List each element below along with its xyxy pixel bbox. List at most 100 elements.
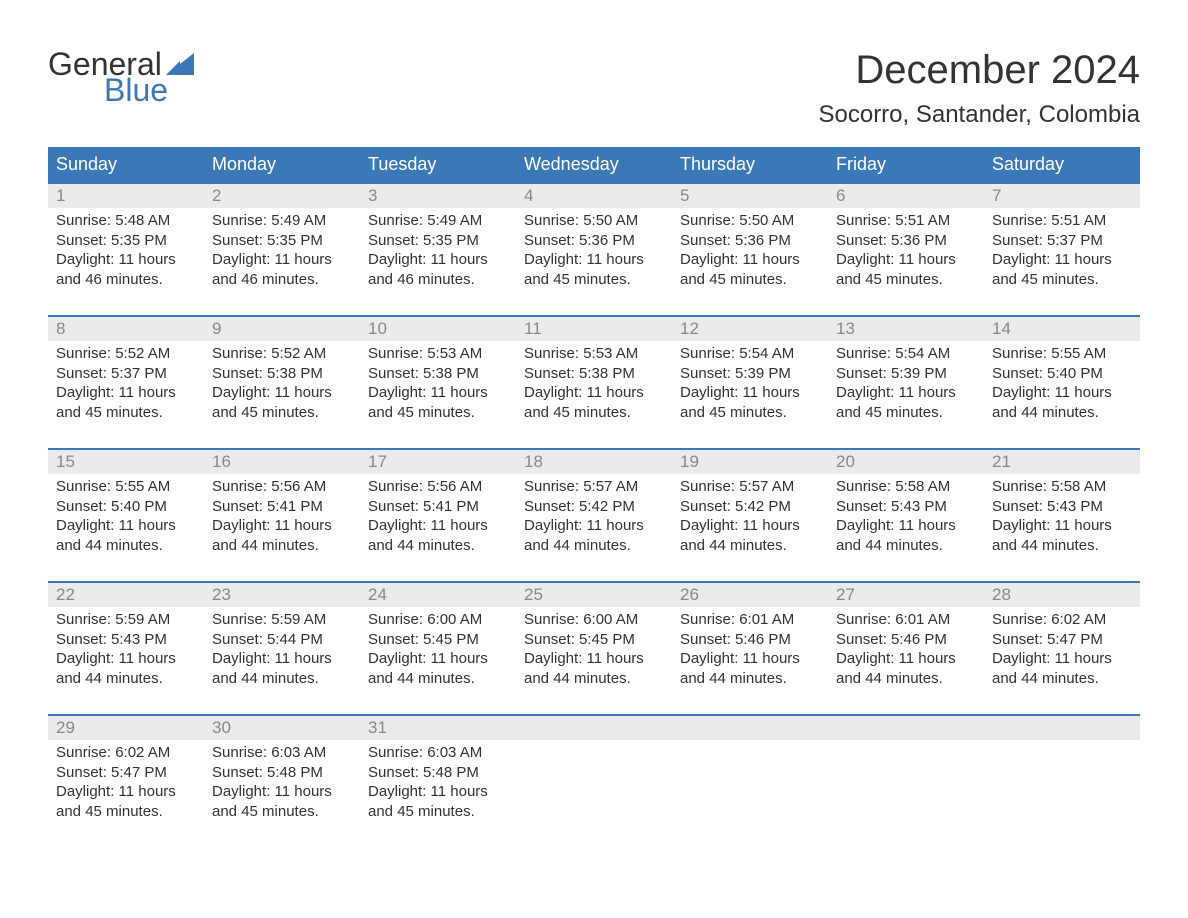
- day-body: Sunrise: 5:58 AMSunset: 5:43 PMDaylight:…: [984, 474, 1140, 581]
- day-number: 1: [48, 182, 204, 208]
- daylight-line-1: Daylight: 11 hours: [524, 250, 664, 270]
- day-body: Sunrise: 5:53 AMSunset: 5:38 PMDaylight:…: [516, 341, 672, 448]
- sunset-line: Sunset: 5:45 PM: [524, 630, 664, 650]
- day-number-empty: [516, 714, 672, 740]
- sunset-line: Sunset: 5:38 PM: [212, 364, 352, 384]
- day-number: 10: [360, 315, 516, 341]
- day-number: 14: [984, 315, 1140, 341]
- sunset-line: Sunset: 5:47 PM: [992, 630, 1132, 650]
- sunrise-line: Sunrise: 5:59 AM: [212, 610, 352, 630]
- daylight-line-1: Daylight: 11 hours: [992, 649, 1132, 669]
- day-body: Sunrise: 5:51 AMSunset: 5:36 PMDaylight:…: [828, 208, 984, 315]
- sunrise-line: Sunrise: 5:57 AM: [524, 477, 664, 497]
- daylight-line-1: Daylight: 11 hours: [56, 782, 196, 802]
- daylight-line-2: and 45 minutes.: [212, 802, 352, 822]
- sunrise-line: Sunrise: 5:55 AM: [56, 477, 196, 497]
- sunrise-line: Sunrise: 5:56 AM: [368, 477, 508, 497]
- day-number: 21: [984, 448, 1140, 474]
- day-number: 4: [516, 182, 672, 208]
- day-number: 19: [672, 448, 828, 474]
- daylight-line-2: and 44 minutes.: [368, 669, 508, 689]
- day-number: 6: [828, 182, 984, 208]
- daylight-line-2: and 44 minutes.: [992, 669, 1132, 689]
- daylight-line-2: and 44 minutes.: [992, 403, 1132, 423]
- daylight-line-2: and 44 minutes.: [212, 669, 352, 689]
- sunset-line: Sunset: 5:36 PM: [836, 231, 976, 251]
- daylight-line-1: Daylight: 11 hours: [836, 516, 976, 536]
- daylight-line-1: Daylight: 11 hours: [212, 649, 352, 669]
- sunset-line: Sunset: 5:35 PM: [212, 231, 352, 251]
- sunset-line: Sunset: 5:36 PM: [680, 231, 820, 251]
- daylight-line-2: and 45 minutes.: [524, 270, 664, 290]
- daylight-line-1: Daylight: 11 hours: [368, 516, 508, 536]
- day-body: Sunrise: 5:56 AMSunset: 5:41 PMDaylight:…: [204, 474, 360, 581]
- daylight-line-1: Daylight: 11 hours: [212, 516, 352, 536]
- daylight-line-2: and 45 minutes.: [212, 403, 352, 423]
- daylight-line-2: and 45 minutes.: [680, 270, 820, 290]
- daylight-line-2: and 45 minutes.: [368, 802, 508, 822]
- daylight-line-2: and 46 minutes.: [56, 270, 196, 290]
- daylight-line-1: Daylight: 11 hours: [992, 383, 1132, 403]
- day-number: 12: [672, 315, 828, 341]
- day-number: 2: [204, 182, 360, 208]
- sunset-line: Sunset: 5:36 PM: [524, 231, 664, 251]
- sunrise-line: Sunrise: 6:03 AM: [212, 743, 352, 763]
- week-daynum-row: 1234567: [48, 182, 1140, 208]
- week-daynum-row: 293031: [48, 714, 1140, 740]
- sunrise-line: Sunrise: 5:50 AM: [680, 211, 820, 231]
- day-number: 29: [48, 714, 204, 740]
- sunset-line: Sunset: 5:38 PM: [368, 364, 508, 384]
- daylight-line-1: Daylight: 11 hours: [836, 250, 976, 270]
- sunset-line: Sunset: 5:45 PM: [368, 630, 508, 650]
- sunrise-line: Sunrise: 6:02 AM: [992, 610, 1132, 630]
- daylight-line-2: and 45 minutes.: [992, 270, 1132, 290]
- sunset-line: Sunset: 5:35 PM: [56, 231, 196, 251]
- week-body-row: Sunrise: 5:59 AM Sunset: 5:43 PM Daylight:…: [48, 607, 1140, 714]
- daylight-line-1: Daylight: 11 hours: [524, 516, 664, 536]
- sunset-line: Sunset: 5:38 PM: [524, 364, 664, 384]
- day-body: Sunrise: 5:48 AMSunset: 5:35 PMDaylight:…: [48, 208, 204, 315]
- day-body: Sunrise: 6:00 AMSunset: 5:45 PMDaylight:…: [516, 607, 672, 714]
- daylight-line-1: Daylight: 11 hours: [680, 516, 820, 536]
- daylight-line-2: and 45 minutes.: [680, 403, 820, 423]
- day-number: 11: [516, 315, 672, 341]
- location-text: Socorro, Santander, Colombia: [818, 101, 1140, 129]
- day-number: 22: [48, 581, 204, 607]
- sunrise-line: Sunrise: 5:54 AM: [680, 344, 820, 364]
- daylight-line-1: Daylight: 11 hours: [992, 250, 1132, 270]
- day-body: Sunrise: 6:01 AMSunset: 5:46 PMDaylight:…: [672, 607, 828, 714]
- week-daynum-row: 22232425262728: [48, 581, 1140, 607]
- day-number: 28: [984, 581, 1140, 607]
- sunrise-line: Sunrise: 5:58 AM: [992, 477, 1132, 497]
- day-body: Sunrise: 5:49 AMSunset: 5:35 PMDaylight:…: [360, 208, 516, 315]
- daylight-line-2: and 44 minutes.: [56, 669, 196, 689]
- sunset-line: Sunset: 5:39 PM: [836, 364, 976, 384]
- sunrise-line: Sunrise: 5:55 AM: [992, 344, 1132, 364]
- day-body: Sunrise: 5:53 AMSunset: 5:38 PMDaylight:…: [360, 341, 516, 448]
- daylight-line-1: Daylight: 11 hours: [992, 516, 1132, 536]
- daylight-line-1: Daylight: 11 hours: [212, 383, 352, 403]
- day-body: [672, 740, 828, 769]
- day-number: 23: [204, 581, 360, 607]
- sunrise-line: Sunrise: 5:52 AM: [56, 344, 196, 364]
- sunset-line: Sunset: 5:42 PM: [680, 497, 820, 517]
- daylight-line-2: and 45 minutes.: [368, 403, 508, 423]
- calendar-table: SundayMondayTuesdayWednesdayThursdayFrid…: [48, 147, 1140, 847]
- sunrise-line: Sunrise: 5:58 AM: [836, 477, 976, 497]
- sunrise-line: Sunrise: 5:52 AM: [212, 344, 352, 364]
- daylight-line-2: and 46 minutes.: [212, 270, 352, 290]
- day-number: 25: [516, 581, 672, 607]
- sunrise-line: Sunrise: 6:01 AM: [680, 610, 820, 630]
- sunset-line: Sunset: 5:41 PM: [212, 497, 352, 517]
- daylight-line-2: and 45 minutes.: [836, 270, 976, 290]
- sunset-line: Sunset: 5:44 PM: [212, 630, 352, 650]
- daylight-line-2: and 45 minutes.: [836, 403, 976, 423]
- daylight-line-2: and 45 minutes.: [56, 403, 196, 423]
- daylight-line-2: and 44 minutes.: [368, 536, 508, 556]
- day-header: Thursday: [672, 147, 828, 182]
- day-body: Sunrise: 5:54 AMSunset: 5:39 PMDaylight:…: [672, 341, 828, 448]
- sunset-line: Sunset: 5:48 PM: [212, 763, 352, 783]
- day-body: Sunrise: 6:01 AMSunset: 5:46 PMDaylight:…: [828, 607, 984, 714]
- sunset-line: Sunset: 5:43 PM: [56, 630, 196, 650]
- sunset-line: Sunset: 5:37 PM: [992, 231, 1132, 251]
